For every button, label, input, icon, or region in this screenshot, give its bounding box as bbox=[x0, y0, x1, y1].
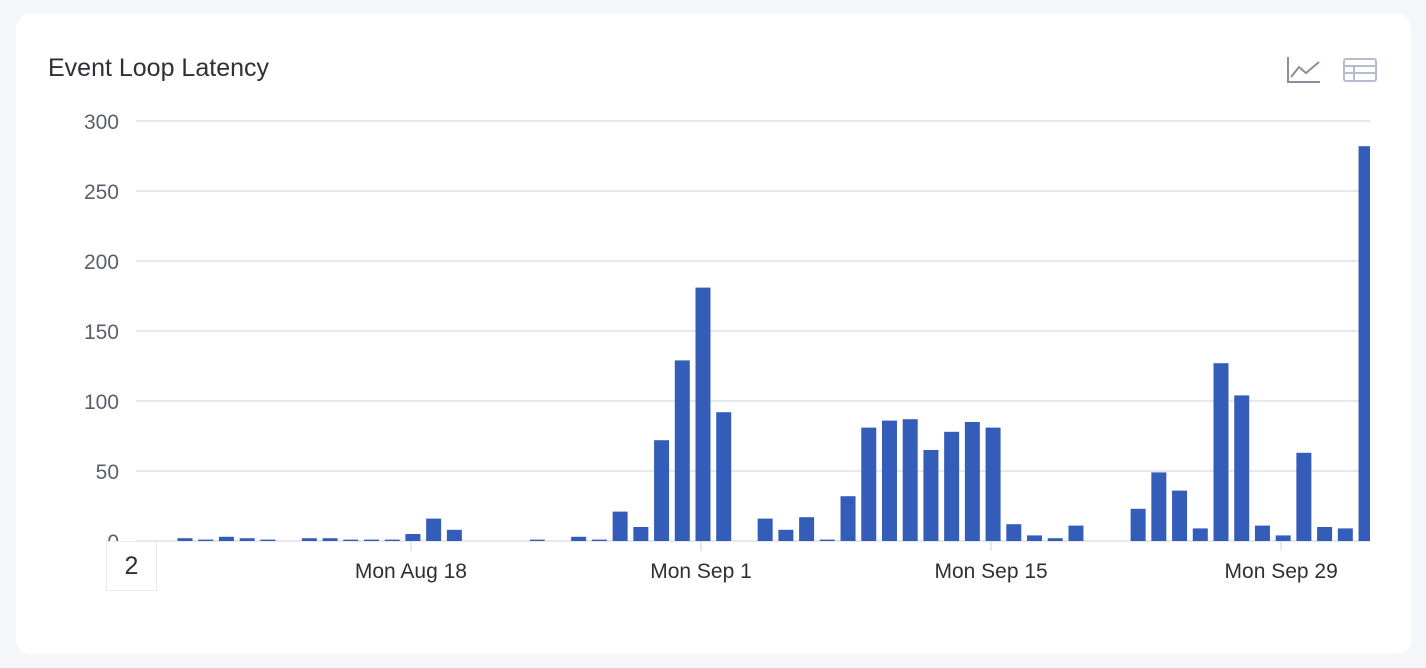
bar[interactable] bbox=[861, 427, 877, 541]
bar[interactable] bbox=[571, 536, 587, 541]
y-tick-label: 100 bbox=[84, 391, 119, 414]
bar[interactable] bbox=[716, 412, 732, 541]
bar[interactable] bbox=[529, 539, 545, 541]
bar[interactable] bbox=[654, 440, 670, 541]
bar[interactable] bbox=[1172, 490, 1188, 541]
bar[interactable] bbox=[674, 360, 690, 541]
y-tick-label: 250 bbox=[84, 181, 119, 204]
bar[interactable] bbox=[1151, 472, 1167, 541]
page-indicator[interactable]: 2 bbox=[106, 541, 157, 591]
line-chart-icon[interactable] bbox=[1286, 55, 1322, 90]
bar[interactable] bbox=[1213, 363, 1229, 541]
bar[interactable] bbox=[260, 539, 276, 541]
x-tick-label: Mon Sep 29 bbox=[1225, 560, 1338, 583]
bar[interactable] bbox=[1047, 538, 1063, 541]
bar[interactable] bbox=[799, 517, 815, 541]
bar[interactable] bbox=[612, 511, 628, 541]
chart-title: Event Loop Latency bbox=[48, 54, 269, 82]
bar[interactable] bbox=[1068, 525, 1084, 541]
bar[interactable] bbox=[902, 419, 918, 541]
bar[interactable] bbox=[198, 539, 214, 541]
bar[interactable] bbox=[218, 536, 234, 541]
bar[interactable] bbox=[881, 420, 897, 541]
bar[interactable] bbox=[343, 539, 359, 541]
bar[interactable] bbox=[1254, 525, 1270, 541]
bar[interactable] bbox=[446, 529, 462, 541]
bar[interactable] bbox=[1234, 395, 1250, 541]
bar[interactable] bbox=[1358, 146, 1370, 541]
y-tick-label: 50 bbox=[96, 461, 119, 484]
bar[interactable] bbox=[757, 518, 773, 541]
table-icon[interactable] bbox=[1342, 55, 1378, 90]
bar[interactable] bbox=[1027, 535, 1043, 541]
x-tick-label: Mon Aug 18 bbox=[355, 560, 467, 583]
bar[interactable] bbox=[363, 539, 379, 541]
bar[interactable] bbox=[633, 527, 649, 541]
x-tick-label: Mon Sep 15 bbox=[934, 560, 1047, 583]
bar[interactable] bbox=[405, 534, 421, 541]
bar[interactable] bbox=[591, 539, 607, 541]
bar[interactable] bbox=[322, 538, 338, 541]
y-tick-label: 200 bbox=[84, 251, 119, 274]
y-tick-label: 150 bbox=[84, 321, 119, 344]
bar[interactable] bbox=[1337, 528, 1353, 541]
bar[interactable] bbox=[923, 450, 939, 541]
bar[interactable] bbox=[239, 538, 255, 541]
bar[interactable] bbox=[301, 538, 317, 541]
bar[interactable] bbox=[1192, 528, 1208, 541]
bar[interactable] bbox=[778, 529, 794, 541]
bar[interactable] bbox=[1317, 527, 1333, 541]
bar[interactable] bbox=[695, 287, 711, 541]
bar[interactable] bbox=[964, 422, 980, 541]
bar[interactable] bbox=[944, 431, 960, 541]
bar[interactable] bbox=[384, 539, 400, 541]
bar[interactable] bbox=[1296, 452, 1312, 541]
bar[interactable] bbox=[985, 427, 1001, 541]
bar[interactable] bbox=[840, 496, 856, 541]
bar[interactable] bbox=[177, 538, 193, 541]
bar[interactable] bbox=[819, 539, 835, 541]
y-tick-label: 300 bbox=[84, 111, 119, 134]
x-tick-label: Mon Sep 1 bbox=[650, 560, 752, 583]
bar[interactable] bbox=[1130, 508, 1146, 541]
bar[interactable] bbox=[426, 518, 442, 541]
bar[interactable] bbox=[1006, 524, 1022, 541]
bar[interactable] bbox=[1275, 535, 1291, 541]
